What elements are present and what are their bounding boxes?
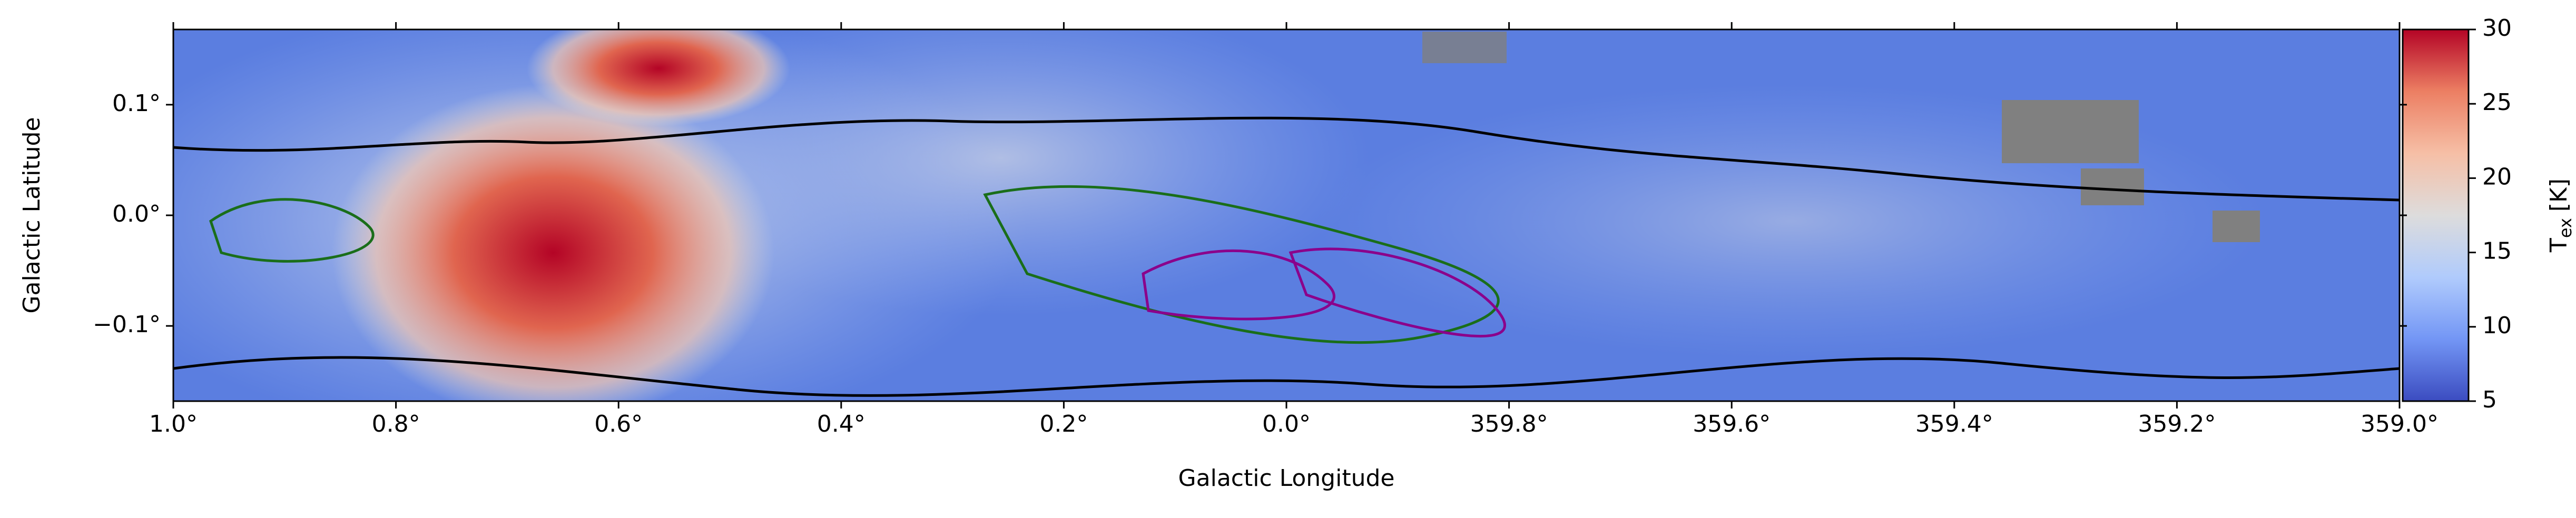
- x-tick-label: 0.0°: [1262, 411, 1311, 437]
- colorbar-subscript: ex: [2555, 218, 2575, 238]
- x-tick-label: 359.8°: [1470, 411, 1548, 437]
- colorbar-unit: [K]: [2545, 178, 2572, 212]
- y-axis-title: Galactic Latitude: [18, 117, 45, 313]
- colorbar-tick-label: 5: [2482, 386, 2497, 413]
- x-tick-label: 359.6°: [1693, 411, 1771, 437]
- x-tick-label: 359.0°: [2361, 411, 2439, 437]
- x-tick-label: 359.4°: [1915, 411, 1993, 437]
- colorbar-symbol: T: [2545, 238, 2572, 253]
- x-tick-label: 0.8°: [372, 411, 420, 437]
- colorbar-tick-label: 20: [2482, 163, 2512, 190]
- y-tick-label: −0.1°: [93, 311, 161, 338]
- colorbar: [2403, 29, 2469, 401]
- y-tick-label: 0.0°: [112, 201, 161, 227]
- colorbar-title: Tex [K]: [2545, 178, 2575, 253]
- y-tick-label: 0.1°: [112, 90, 161, 117]
- colorbar-tick-label: 10: [2482, 312, 2512, 339]
- colorbar-tick-label: 25: [2482, 89, 2512, 116]
- colorbar-tick-label: 15: [2482, 238, 2512, 265]
- x-tick-label: 0.4°: [817, 411, 866, 437]
- x-axis-title: Galactic Longitude: [1178, 465, 1395, 492]
- map-image: [173, 29, 2400, 401]
- x-tick-label: 0.6°: [594, 411, 643, 437]
- x-tick-label: 1.0°: [149, 411, 198, 437]
- x-tick-label: 359.2°: [2138, 411, 2216, 437]
- colorbar-tick-label: 30: [2482, 15, 2512, 42]
- x-tick-label: 0.2°: [1039, 411, 1088, 437]
